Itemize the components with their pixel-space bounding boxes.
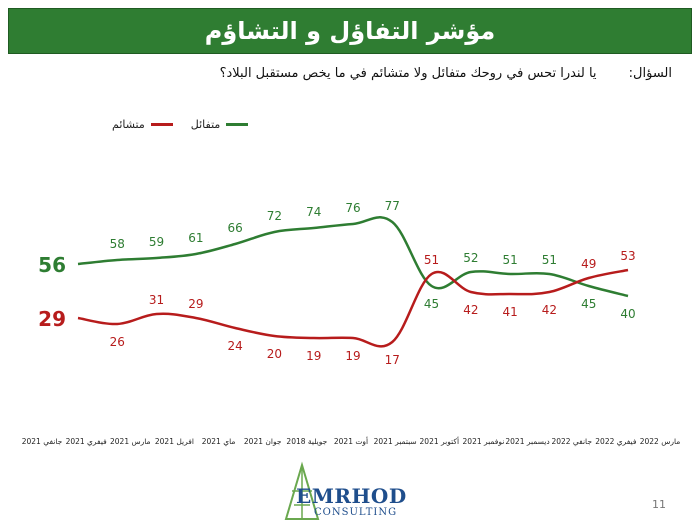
data-label-optimist: 51: [542, 253, 557, 267]
legend-item-pessimist: متشائم: [112, 118, 173, 131]
title-banner: مؤشر التفاؤل و التشاؤم: [8, 8, 692, 54]
x-tick-label: فيفري 2022: [595, 437, 637, 446]
x-tick-label: سبتمبر 2021: [374, 437, 417, 446]
page-title: مؤشر التفاؤل و التشاؤم: [204, 17, 496, 45]
x-tick-label: ديسمبر 2021: [505, 437, 549, 446]
data-label-optimist: 77: [385, 199, 400, 213]
x-tick-label: ماي 2021: [202, 437, 236, 446]
x-tick-label: نوفمبر 2021: [463, 437, 505, 446]
emrhod-logo: [284, 461, 320, 520]
data-label-pessimist: 26: [110, 335, 125, 349]
logo-name: EMRHOD: [296, 484, 407, 508]
data-label-optimist: 40: [620, 307, 635, 321]
data-label-pessimist: 29: [38, 307, 66, 331]
series-line-optimist: [77, 216, 629, 298]
data-label-optimist: 58: [110, 237, 125, 251]
chart-legend: متفائل متشائم: [112, 118, 249, 131]
data-label-optimist: 51: [503, 253, 518, 267]
data-label-optimist: 59: [149, 235, 164, 249]
data-label-pessimist: 29: [188, 297, 203, 311]
data-label-optimist: 76: [345, 201, 360, 215]
legend-item-optimist: متفائل: [191, 118, 249, 131]
x-tick-label: جانفي 2022: [551, 437, 592, 446]
data-label-optimist: 74: [306, 205, 321, 219]
data-label-pessimist: 41: [503, 305, 518, 319]
x-tick-label: جانفي 2021: [22, 437, 63, 446]
data-label-pessimist: 53: [620, 249, 635, 263]
question-text: يا لندرا تحس في روحك متفائل ولا متشائم ف…: [219, 66, 597, 81]
data-label-optimist: 52: [463, 251, 478, 265]
x-tick-label: مارس 2022: [640, 437, 681, 446]
data-label-pessimist: 17: [385, 353, 400, 367]
legend-swatch-optimist: [226, 123, 249, 126]
data-label-pessimist: 49: [581, 257, 596, 271]
series-line-pessimist: [77, 268, 629, 348]
x-tick-label: فيفري 2021: [66, 437, 108, 446]
data-label-pessimist: 19: [345, 349, 360, 363]
data-label-optimist: 61: [188, 231, 203, 245]
data-label-optimist: 66: [228, 221, 243, 235]
x-tick-label: أكتوبر 2021: [420, 436, 460, 446]
x-tick-label: جوان 2021: [244, 437, 282, 446]
data-label-optimist: 72: [267, 209, 282, 223]
logo-subtitle: CONSULTING: [314, 507, 398, 518]
data-label-optimist: 45: [581, 297, 596, 311]
survey-question: السؤال: يا لندرا تحس في روحك متفائل ولا …: [32, 66, 672, 81]
data-label-pessimist: 31: [149, 293, 164, 307]
x-tick-label: جويلية 2018: [286, 437, 327, 446]
legend-label-optimist: متفائل: [190, 118, 221, 131]
x-tick-label: افريل 2021: [155, 437, 194, 446]
x-tick-label: أوت 2021: [334, 436, 368, 446]
data-label-pessimist: 19: [306, 349, 321, 363]
legend-swatch-pessimist: [150, 123, 173, 126]
page-number: 11: [652, 498, 666, 511]
data-label-optimist: 56: [38, 253, 66, 277]
data-label-pessimist: 42: [542, 303, 557, 317]
data-label-pessimist: 42: [463, 303, 478, 317]
data-label-optimist: 45: [424, 297, 439, 311]
question-label: السؤال:: [628, 66, 672, 81]
x-tick-label: مارس 2021: [110, 437, 151, 446]
data-label-pessimist: 51: [424, 253, 439, 267]
legend-label-pessimist: متشائم: [112, 118, 145, 131]
data-label-pessimist: 24: [228, 339, 243, 353]
data-label-pessimist: 20: [267, 347, 282, 361]
